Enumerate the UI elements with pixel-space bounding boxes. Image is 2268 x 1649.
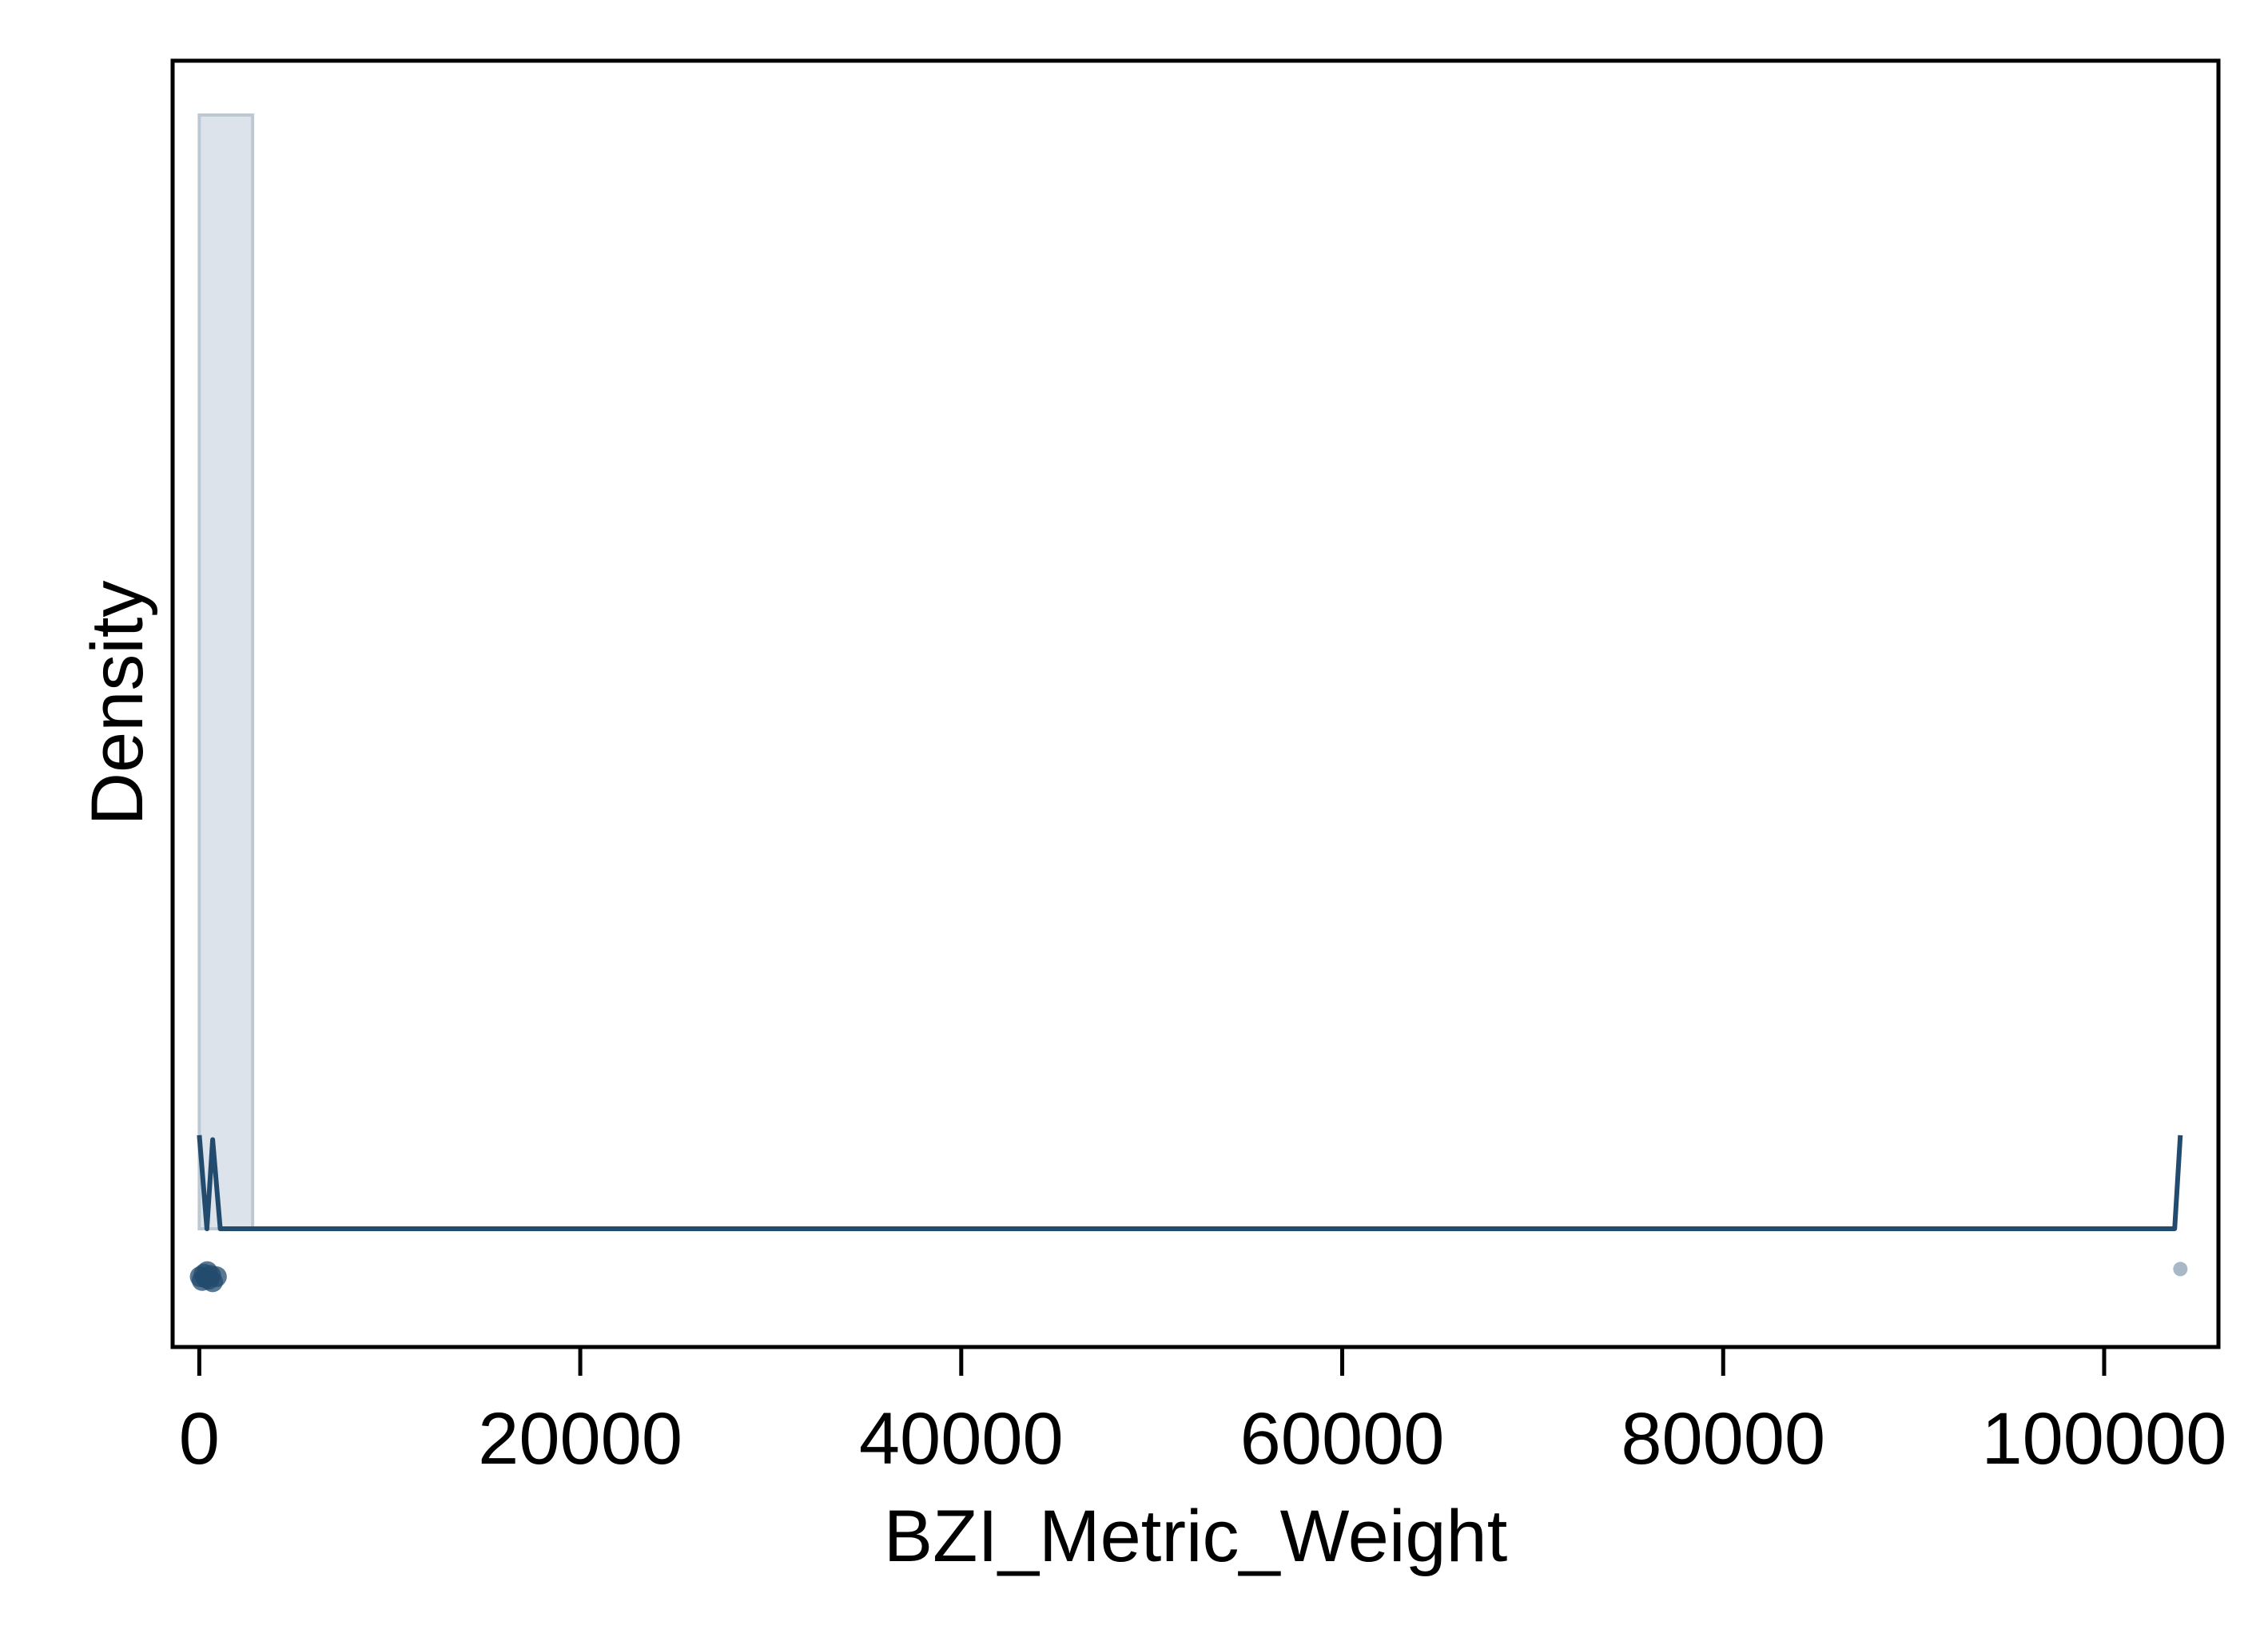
rug-point <box>205 1266 227 1287</box>
histogram-bar <box>197 113 255 1230</box>
histogram-bars <box>197 113 255 1230</box>
rug-point <box>2173 1262 2188 1277</box>
x-tick-label: 20000 <box>478 1398 682 1480</box>
density-curve-group <box>197 1134 2183 1231</box>
x-axis-title: BZI_Metric_Weight <box>884 1496 1508 1577</box>
rug-points-group <box>189 1261 2188 1293</box>
x-tick-label: 60000 <box>1240 1398 1445 1480</box>
density-curve-line <box>197 1134 2183 1231</box>
x-tick-label: 80000 <box>1621 1398 1825 1480</box>
plot-frame <box>170 58 2221 1349</box>
x-tick-label: 0 <box>179 1398 220 1480</box>
y-axis-title: Density <box>77 581 158 826</box>
x-tick-label: 40000 <box>859 1398 1064 1480</box>
x-tick-label: 100000 <box>1981 1398 2226 1480</box>
x-axis: 0 20000 40000 60000 80000 100000 <box>179 1347 2226 1480</box>
